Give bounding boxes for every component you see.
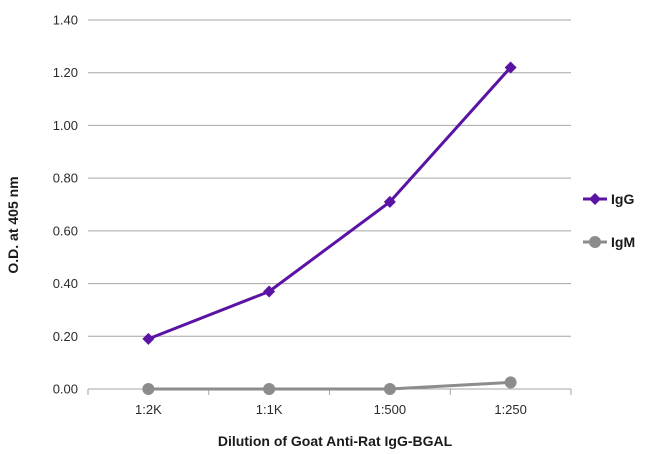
data-point-igg <box>504 61 517 74</box>
y-axis-ticks: 0.00 0.20 0.40 0.60 0.80 1.00 1.20 1.40 <box>53 13 78 397</box>
y-tick-label: 0.60 <box>53 223 78 238</box>
data-point-igg <box>263 285 276 298</box>
legend-item-igm: IgM <box>583 234 635 250</box>
x-axis-ticks: 1:2K 1:1K 1:500 1:250 <box>87 389 572 417</box>
data-point-igm <box>263 383 276 395</box>
legend-item-igg: IgG <box>583 191 634 207</box>
y-tick-label: 1.40 <box>53 13 78 28</box>
series-line-igg <box>146 65 513 341</box>
data-point-igg <box>142 332 155 345</box>
y-tick-label: 0.80 <box>53 171 78 186</box>
gridlines <box>88 19 571 390</box>
x-tick-label: 1:250 <box>494 402 527 417</box>
x-tick-label: 1:500 <box>374 402 407 417</box>
series-lines <box>142 61 517 395</box>
legend-marker-igm <box>589 236 601 248</box>
data-point-igm <box>504 376 517 389</box>
legend-label-igm: IgM <box>611 234 635 250</box>
y-axis-title: O.D. at 405 nm <box>5 176 21 273</box>
y-tick-label: 1.20 <box>53 65 78 80</box>
data-point-igg <box>383 195 396 208</box>
data-point-igm <box>383 383 396 395</box>
y-tick-label: 0.00 <box>53 382 78 397</box>
y-tick-label: 1.00 <box>53 118 78 133</box>
x-tick-label: 1:1K <box>256 402 283 417</box>
x-axis-title: Dilution of Goat Anti-Rat IgG-BGAL <box>218 433 453 449</box>
legend: IgG IgM <box>583 191 635 250</box>
data-point-igm <box>142 383 155 395</box>
y-tick-label: 0.20 <box>53 329 78 344</box>
x-tick-label: 1:2K <box>135 402 162 417</box>
legend-marker-igg <box>589 193 601 205</box>
legend-label-igg: IgG <box>611 191 634 207</box>
series-line-igm <box>146 380 513 391</box>
y-tick-label: 0.40 <box>53 276 78 291</box>
